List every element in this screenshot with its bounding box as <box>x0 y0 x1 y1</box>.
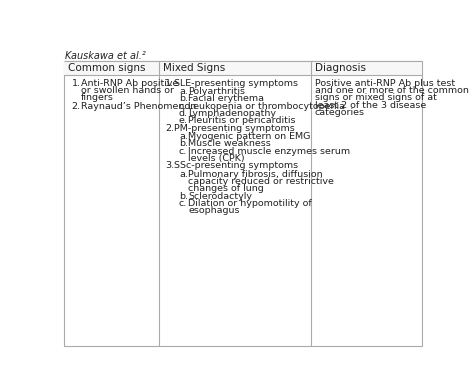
Text: 1.: 1. <box>72 79 81 87</box>
Text: 3.: 3. <box>165 162 174 171</box>
Text: c.: c. <box>179 147 187 156</box>
Text: levels (CPK): levels (CPK) <box>188 154 245 163</box>
Text: c.: c. <box>179 102 187 111</box>
Text: a.: a. <box>179 132 188 141</box>
Text: least 2 of the 3 disease: least 2 of the 3 disease <box>315 101 426 109</box>
Text: Pleuritis or pericarditis: Pleuritis or pericarditis <box>188 116 296 125</box>
Text: Positive anti-RNP Ab plus test: Positive anti-RNP Ab plus test <box>315 79 455 87</box>
Text: 2.: 2. <box>165 123 174 132</box>
Text: PM-presenting symptoms: PM-presenting symptoms <box>174 123 295 132</box>
Text: Common signs: Common signs <box>68 63 145 73</box>
Text: 1.: 1. <box>165 79 174 87</box>
Text: c.: c. <box>179 199 187 208</box>
Text: Pulmonary fibrosis, diffusion: Pulmonary fibrosis, diffusion <box>188 170 323 179</box>
Text: SSc-presenting symptoms: SSc-presenting symptoms <box>174 162 299 171</box>
Text: Anti-RNP Ab positive: Anti-RNP Ab positive <box>81 79 178 87</box>
Text: categories: categories <box>315 108 365 117</box>
Text: Sclerodactyly: Sclerodactyly <box>188 192 252 201</box>
Text: capacity reduced or restrictive: capacity reduced or restrictive <box>188 177 334 186</box>
Text: e.: e. <box>179 116 188 125</box>
Text: Polyarthritis: Polyarthritis <box>188 87 245 96</box>
Text: SLE-presenting symptoms: SLE-presenting symptoms <box>174 79 298 87</box>
Text: signs or mixed signs of at: signs or mixed signs of at <box>315 93 437 102</box>
Text: b.: b. <box>179 140 188 149</box>
Text: b.: b. <box>179 94 188 103</box>
Text: Dilation or hypomotility of: Dilation or hypomotility of <box>188 199 312 208</box>
Text: fingers: fingers <box>81 93 114 102</box>
Text: a.: a. <box>179 87 188 96</box>
Text: 2.: 2. <box>72 102 81 111</box>
Text: Muscle weakness: Muscle weakness <box>188 140 271 149</box>
Text: d.: d. <box>179 109 188 118</box>
Text: Kauskawa et al.²: Kauskawa et al.² <box>64 51 146 61</box>
Text: Mixed Signs: Mixed Signs <box>163 63 225 73</box>
Text: Facial erythema: Facial erythema <box>188 94 264 103</box>
Text: b.: b. <box>179 192 188 201</box>
Bar <box>64 61 422 75</box>
Text: and one or more of the common: and one or more of the common <box>315 86 469 95</box>
Text: changes of lung: changes of lung <box>188 185 264 194</box>
Text: Myogenic pattern on EMG: Myogenic pattern on EMG <box>188 132 310 141</box>
Text: or swollen hands or: or swollen hands or <box>81 86 174 95</box>
Text: a.: a. <box>179 170 188 179</box>
Text: esophagus: esophagus <box>188 207 240 216</box>
Text: Diagnosis: Diagnosis <box>315 63 366 73</box>
Text: Raynaud’s Phenomenon: Raynaud’s Phenomenon <box>81 102 196 111</box>
Text: Lymphadenopathy: Lymphadenopathy <box>188 109 276 118</box>
Text: Increased muscle enzymes serum: Increased muscle enzymes serum <box>188 147 350 156</box>
Text: Leukopenia or thrombocytopenia: Leukopenia or thrombocytopenia <box>188 102 345 111</box>
